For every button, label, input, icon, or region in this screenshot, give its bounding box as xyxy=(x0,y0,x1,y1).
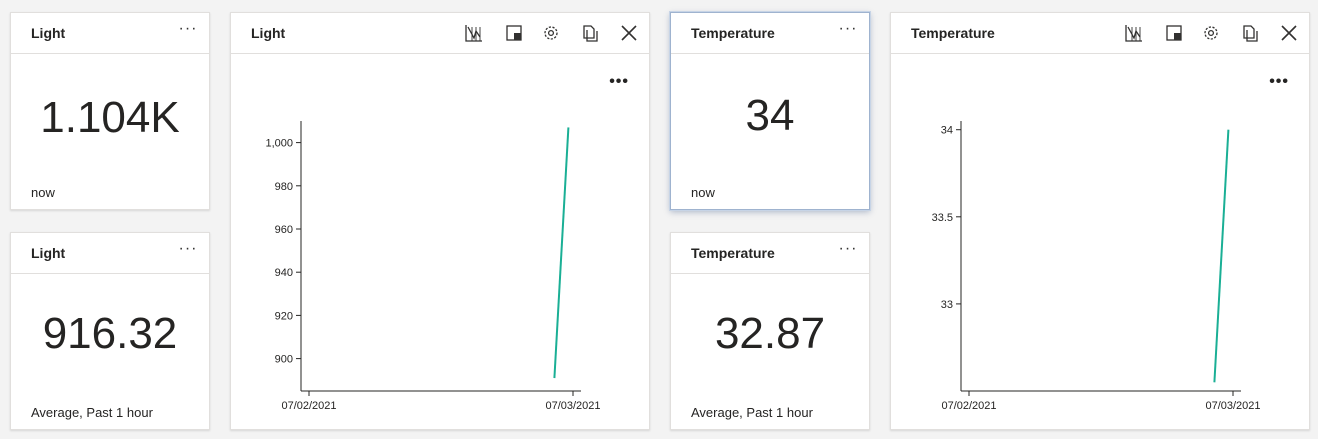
kpi-value: 34 xyxy=(745,91,795,140)
tile-title: Light xyxy=(31,25,66,41)
y-tick-label: 33 xyxy=(941,299,953,311)
tile-header: Light ··· xyxy=(11,233,209,274)
more-options-button[interactable]: ··· xyxy=(178,240,198,257)
tile-title: Light xyxy=(251,25,286,41)
kpi-subtitle: now xyxy=(31,185,55,200)
kpi-value: 1.104K xyxy=(40,93,180,142)
x-tick-label: 07/02/2021 xyxy=(281,400,336,412)
settings-icon[interactable] xyxy=(1200,22,1222,44)
y-tick-label: 920 xyxy=(275,310,293,322)
close-icon[interactable] xyxy=(1278,22,1300,44)
chart-more-button[interactable]: ••• xyxy=(1269,73,1289,90)
chart-type-icon[interactable] xyxy=(1123,22,1145,44)
series-line xyxy=(1213,129,1230,383)
close-icon[interactable] xyxy=(618,22,640,44)
x-tick-label: 07/02/2021 xyxy=(941,400,996,412)
kpi-subtitle: Average, Past 1 hour xyxy=(691,405,813,420)
y-tick-label: 900 xyxy=(275,354,293,366)
light-line-chart: 900 920 940 960 980 1,000 07/02/2021 07/03/2021 xyxy=(265,121,601,412)
y-tick-label: 33.5 xyxy=(932,212,953,224)
x-tick-label: 07/03/2021 xyxy=(545,400,600,412)
tile-size-icon[interactable] xyxy=(503,22,525,44)
temperature-line-chart: 33 33.5 34 07/02/2021 07/03/2021 xyxy=(932,121,1261,412)
light-average-tile[interactable]: Light ··· 916.32 Average, Past 1 hour xyxy=(10,232,210,430)
y-tick-label: 940 xyxy=(275,267,293,279)
tile-header: Light xyxy=(231,13,649,54)
y-tick-label: 34 xyxy=(941,125,953,137)
tile-header: Temperature xyxy=(891,13,1309,54)
kpi-value: 32.87 xyxy=(714,309,826,358)
x-tick-label: 07/03/2021 xyxy=(1205,400,1260,412)
tile-header: Light ··· xyxy=(11,13,209,54)
temperature-chart-tile[interactable]: Temperature ••• 33 33.5 34 07/02/2021 07/03/… xyxy=(890,12,1310,430)
chart-more-button[interactable]: ••• xyxy=(609,73,629,90)
copy-icon[interactable] xyxy=(579,22,601,44)
light-current-tile[interactable]: Light ··· 1.104K now xyxy=(10,12,210,210)
kpi-subtitle: now xyxy=(691,185,715,200)
y-tick-label: 980 xyxy=(275,181,293,193)
tile-title: Temperature xyxy=(691,25,775,41)
tile-title: Light xyxy=(31,245,66,261)
kpi-subtitle: Average, Past 1 hour xyxy=(31,405,153,420)
light-chart-tile[interactable]: Light ••• 900 920 940 960 980 1,000 07/02/2021… xyxy=(230,12,650,430)
temperature-average-tile[interactable]: Temperature ··· 32.87 Average, Past 1 ho… xyxy=(670,232,870,430)
y-tick-label: 960 xyxy=(275,224,293,236)
y-tick-label: 1,000 xyxy=(265,138,293,150)
more-options-button[interactable]: ··· xyxy=(178,20,198,37)
chart-type-icon[interactable] xyxy=(463,22,485,44)
tile-header: Temperature ··· xyxy=(671,233,869,274)
tile-title: Temperature xyxy=(911,25,995,41)
kpi-value: 916.32 xyxy=(42,309,178,358)
tile-size-icon[interactable] xyxy=(1163,22,1185,44)
tile-header: Temperature ··· xyxy=(671,13,869,54)
copy-icon[interactable] xyxy=(1239,22,1261,44)
more-options-button[interactable]: ··· xyxy=(838,240,858,257)
settings-icon[interactable] xyxy=(540,22,562,44)
tile-title: Temperature xyxy=(691,245,775,261)
more-options-button[interactable]: ··· xyxy=(838,20,858,37)
temperature-current-tile[interactable]: Temperature ··· 34 now xyxy=(670,12,870,210)
series-line xyxy=(553,127,570,379)
